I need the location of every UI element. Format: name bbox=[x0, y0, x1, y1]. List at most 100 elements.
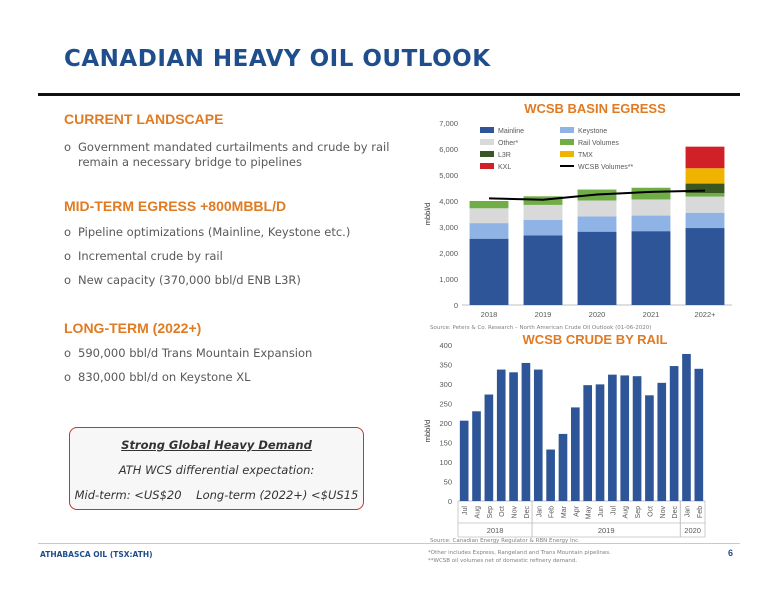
rail-bar bbox=[484, 394, 494, 501]
rail-chart-title: WCSB CRUDE BY RAIL bbox=[522, 332, 668, 347]
rail-bar bbox=[583, 385, 592, 501]
section-heading-midterm: MID-TERM EGRESS +800MBBL/D bbox=[64, 198, 287, 214]
legend-swatch bbox=[480, 139, 494, 145]
bar-segment bbox=[523, 204, 563, 220]
legend-label: Keystone bbox=[578, 128, 607, 135]
x-tick-label: Jun bbox=[598, 506, 605, 517]
legend-label: KXL bbox=[498, 164, 511, 171]
footnote-wcsb: **WCSB oil volumes net of domestic refin… bbox=[428, 558, 578, 564]
bullet-text: 590,000 bbl/d Trans Mountain Expansion bbox=[78, 346, 313, 360]
x-tick-label: 2020 bbox=[589, 310, 606, 319]
legend-label: Rail Volumes bbox=[578, 140, 619, 147]
demand-heading: Strong Global Heavy Demand bbox=[121, 438, 312, 452]
bullet-text: 830,000 bbl/d on Keystone XL bbox=[78, 370, 251, 384]
rail-chart: 0 50 100 150 200 250 300 350 400 mbbl/d Jul Aug Sep O… bbox=[423, 341, 706, 538]
x-tick-label: 2021 bbox=[643, 310, 660, 319]
x-tick-label: Jul bbox=[610, 506, 617, 515]
y-tick-label: 3,000 bbox=[439, 223, 458, 232]
section-heading-longterm: LONG-TERM (2022+) bbox=[64, 320, 202, 336]
slide-title: CANADIAN HEAVY OIL OUTLOOK bbox=[64, 46, 491, 72]
x-tick-label: 2022+ bbox=[694, 310, 716, 319]
bullet-item: o 830,000 bbl/d on Keystone XL bbox=[64, 370, 394, 385]
bar-segment bbox=[577, 231, 617, 305]
legend-swatch bbox=[480, 151, 494, 157]
egress-chart: 0 1,000 2,000 3,000 4,000 5,000 6,000 7,000 mbbl… bbox=[423, 119, 732, 319]
bar-segment bbox=[631, 187, 671, 200]
x-tick-label: Mar bbox=[561, 505, 568, 518]
section-heading-current: CURRENT LANDSCAPE bbox=[64, 111, 224, 127]
y-tick-label: 150 bbox=[439, 439, 452, 448]
bar-segment bbox=[685, 183, 725, 194]
bullet-marker: o bbox=[64, 249, 72, 263]
rail-bar bbox=[459, 420, 469, 501]
rail-bar bbox=[496, 369, 506, 501]
x-tick-label: May bbox=[586, 506, 593, 520]
x-tick-label: Apr bbox=[573, 505, 580, 517]
rail-bar bbox=[645, 395, 654, 501]
bar-segment bbox=[523, 235, 563, 305]
x-tick-label: Jan bbox=[536, 506, 543, 517]
y-tick-label: 0 bbox=[448, 497, 452, 506]
title-divider bbox=[38, 93, 740, 96]
year-group-label: 2019 bbox=[598, 526, 615, 535]
x-tick-label: Sep bbox=[487, 506, 494, 519]
x-tick-label: Aug bbox=[475, 506, 482, 519]
bar-segment bbox=[631, 231, 671, 305]
y-tick-label: 100 bbox=[439, 458, 452, 467]
bullet-text-continuation: remain a necessary bridge to pipelines bbox=[78, 155, 302, 169]
bullet-marker: o bbox=[64, 273, 72, 287]
bar-segment bbox=[685, 228, 725, 305]
bar-segment bbox=[685, 168, 725, 184]
y-tick-label: 7,000 bbox=[439, 119, 458, 128]
differential-expectation-values: Mid-term: <US$20 Long-term (2022+) <$US1… bbox=[74, 488, 359, 502]
bullet-item: o 590,000 bbl/d Trans Mountain Expansion bbox=[64, 346, 394, 361]
bar-segment bbox=[523, 219, 563, 236]
rail-chart-source: Source: Canadian Energy Regulator & RBN … bbox=[430, 538, 580, 544]
bar-segment bbox=[469, 238, 509, 305]
y-tick-label: 4,000 bbox=[439, 197, 458, 206]
legend-swatch bbox=[480, 127, 494, 133]
bullet-text: Incremental crude by rail bbox=[78, 249, 223, 263]
legend-label: Mainline bbox=[498, 128, 524, 135]
wcsb-volumes-line bbox=[488, 189, 706, 201]
rail-bar bbox=[669, 366, 679, 501]
year-group-label: 2018 bbox=[487, 526, 504, 535]
footer-company: ATHABASCA OIL (TSX:ATH) bbox=[40, 550, 153, 559]
legend-label: Other* bbox=[498, 140, 519, 147]
footnote-other: *Other includes Express, Rangeland and T… bbox=[428, 550, 611, 556]
y-axis-label: mbbl/d bbox=[423, 203, 432, 226]
rail-bar bbox=[521, 362, 531, 501]
x-tick-label: Nov bbox=[512, 506, 519, 519]
x-tick-label: Nov bbox=[660, 506, 667, 519]
bullet-item: o Pipeline optimizations (Mainline, Keyst… bbox=[64, 225, 394, 240]
y-axis-label: mbbl/d bbox=[423, 420, 432, 443]
rail-bar bbox=[620, 375, 630, 501]
bar-segment bbox=[577, 216, 617, 232]
rail-bar bbox=[558, 433, 568, 501]
bullet-marker: o bbox=[64, 346, 72, 360]
x-tick-label: 2018 bbox=[481, 310, 498, 319]
rail-bar bbox=[546, 449, 555, 501]
rail-bar bbox=[509, 372, 518, 501]
bullet-marker: o bbox=[64, 225, 72, 239]
legend-label: WCSB Volumes** bbox=[578, 164, 634, 171]
bar-segment bbox=[685, 193, 725, 197]
differential-expectation-label: ATH WCS differential expectation: bbox=[118, 463, 315, 477]
y-tick-label: 400 bbox=[439, 341, 452, 350]
y-tick-label: 300 bbox=[439, 380, 452, 389]
y-tick-label: 200 bbox=[439, 419, 452, 428]
bar-segment bbox=[469, 208, 509, 224]
x-tick-label: Sep bbox=[635, 506, 642, 519]
bullet-text: New capacity (370,000 bbl/d ENB L3R) bbox=[78, 273, 301, 287]
bar-segment bbox=[631, 215, 671, 232]
bullet-marker: o bbox=[64, 140, 72, 154]
x-tick-label: Oct bbox=[499, 506, 506, 517]
bullet-item: o Incremental crude by rail bbox=[64, 249, 394, 264]
bar-segment bbox=[685, 196, 725, 213]
bullet-item: o Government mandated curtailments and cr… bbox=[64, 140, 394, 170]
legend-swatch bbox=[480, 163, 494, 169]
bar-segment bbox=[685, 146, 725, 169]
x-tick-label: Dec bbox=[672, 506, 679, 519]
legend-swatch bbox=[560, 127, 574, 133]
egress-chart-title: WCSB BASIN EGRESS bbox=[524, 101, 666, 116]
